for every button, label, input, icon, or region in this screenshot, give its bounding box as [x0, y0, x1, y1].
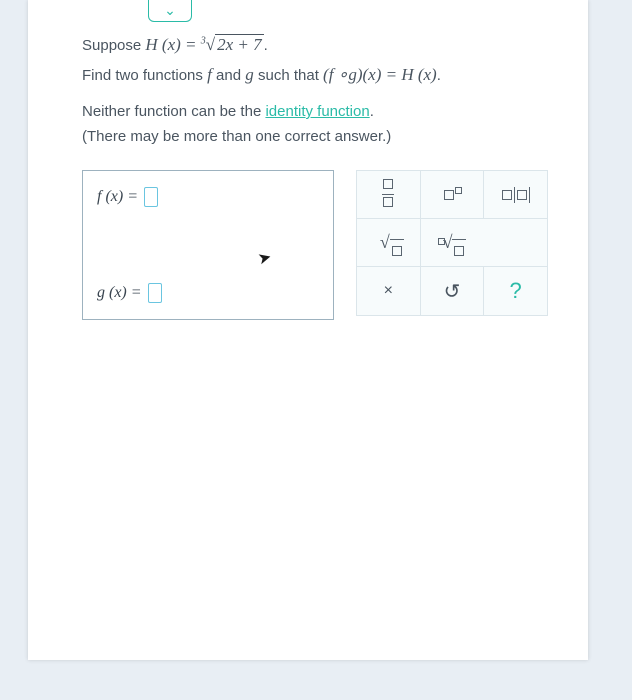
f-label: f (x) = — [97, 188, 138, 206]
clear-button[interactable]: × — [356, 267, 420, 315]
g-label: g (x) = — [97, 284, 142, 302]
clear-icon: × — [384, 282, 393, 300]
fraction-icon — [382, 179, 394, 210]
absolute-value-tool[interactable] — [483, 171, 547, 218]
radicand: 2x + 7 — [215, 34, 264, 54]
abs-icon — [502, 187, 530, 203]
problem-statement: Suppose H (x) = 3√2x + 7. Find two funct… — [82, 32, 548, 148]
problem-content: Suppose H (x) = 3√2x + 7. Find two funct… — [28, 0, 588, 340]
undo-icon: ↺ — [444, 279, 461, 304]
sqrt-tool[interactable]: √ — [356, 219, 420, 266]
tool-row-1 — [356, 171, 547, 219]
problem-line-2: Find two functions f and g such that (f … — [82, 62, 548, 88]
identity-function-link[interactable]: identity function — [265, 103, 369, 120]
answer-area: f (x) = g (x) = — [82, 170, 548, 320]
math-toolpad: √ √ × ↺ — [356, 170, 548, 316]
g-input[interactable] — [148, 283, 162, 303]
help-icon: ? — [510, 278, 522, 304]
sqrt-icon: √ — [373, 232, 404, 253]
text: such that — [258, 67, 323, 84]
undo-button[interactable]: ↺ — [420, 267, 484, 315]
exponent-tool[interactable] — [420, 171, 484, 218]
text: . — [264, 37, 268, 54]
worksheet-page: ⌄ Suppose H (x) = 3√2x + 7. Find two fun… — [28, 0, 588, 660]
problem-line-1: Suppose H (x) = 3√2x + 7. — [82, 32, 548, 58]
math-func: H (x) = — [145, 35, 200, 54]
nth-root-tool[interactable]: √ — [420, 219, 484, 266]
math-f: f — [207, 65, 216, 84]
answer-input-box: f (x) = g (x) = — [82, 170, 334, 320]
text: Find two functions — [82, 67, 207, 84]
math-composition: (f ∘g)(x) = H (x) — [323, 65, 437, 84]
exponent-icon — [444, 184, 461, 205]
cube-root-expr: 3√2x + 7 — [201, 35, 264, 54]
text: Neither function can be the — [82, 103, 265, 120]
g-input-row: g (x) = — [97, 283, 319, 303]
math-g: g — [245, 65, 258, 84]
help-button[interactable]: ? — [483, 267, 547, 315]
collapse-toggle[interactable]: ⌄ — [148, 0, 192, 22]
f-input[interactable] — [144, 187, 158, 207]
text: Suppose — [82, 37, 145, 54]
text: . — [437, 67, 441, 84]
text: and — [216, 67, 245, 84]
tool-row-3: × ↺ ? — [356, 267, 547, 315]
f-input-row: f (x) = — [97, 187, 319, 207]
nth-root-icon: √ — [438, 232, 467, 253]
chevron-down-icon: ⌄ — [164, 2, 176, 19]
problem-line-3: Neither function can be the identity fun… — [82, 101, 548, 124]
problem-line-4: (There may be more than one correct answ… — [82, 126, 548, 149]
fraction-tool[interactable] — [356, 171, 420, 218]
tool-row-2: √ √ — [356, 219, 547, 267]
text: . — [370, 103, 374, 120]
